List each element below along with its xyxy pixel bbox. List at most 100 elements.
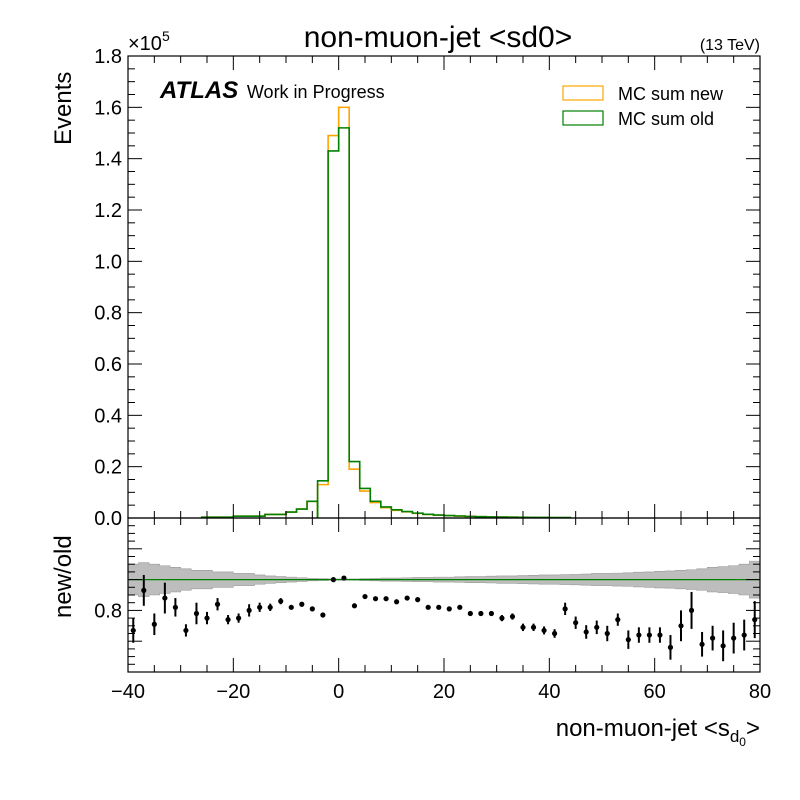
x-axis-label-sub: d [730, 727, 739, 746]
ratio-point-41 [562, 606, 568, 612]
ratio-point-16 [299, 601, 305, 607]
ratio-point-12 [257, 604, 263, 610]
x-tick-label: −40 [111, 681, 145, 703]
ratio-point-48 [636, 632, 642, 638]
legend-label-old: MC sum old [618, 109, 714, 129]
top-histograms [200, 106, 572, 518]
x-tick-label: 20 [433, 681, 455, 703]
ratio-point-27 [415, 597, 421, 603]
x-axis-label-end: > [746, 715, 760, 742]
top-y-tick-label: 1.0 [94, 251, 122, 273]
ratio-y-tick-label: 0.8 [94, 600, 122, 622]
ratio-point-8 [214, 601, 221, 607]
legend: MC sum new MC sum old [562, 84, 724, 129]
x-tick-label: 60 [644, 681, 666, 703]
hist-series-old [316, 127, 572, 518]
ratio-panel-frame [127, 517, 761, 673]
ratio-point-36 [509, 613, 516, 620]
ratio-point-18 [320, 612, 326, 618]
atlas-experiment-name: ATLAS [159, 77, 238, 104]
ratio-point-39 [541, 627, 547, 634]
ratio-point-3 [162, 595, 168, 601]
ratio-point-53 [688, 607, 695, 614]
top-y-tick-label: 1.6 [94, 97, 122, 119]
ratio-point-15 [288, 604, 294, 610]
ratio-point-49 [646, 632, 653, 638]
ratio-point-40 [552, 630, 558, 637]
top-y-tick-label: 0.8 [94, 303, 122, 325]
x-axis-label: non-muon-jet <sd0> [556, 715, 760, 749]
ratio-point-4 [172, 604, 178, 610]
ratio-point-19 [330, 577, 336, 583]
top-y-tick-label: 1.4 [94, 149, 122, 171]
x-tick-label: −20 [216, 681, 250, 703]
ratio-point-26 [404, 595, 410, 601]
ratio-point-23 [372, 596, 379, 602]
top-y-tick-label: 0.4 [94, 405, 122, 427]
legend-swatch-old [562, 110, 604, 126]
atlas-status: Work in Progress [247, 82, 385, 102]
ratio-point-25 [394, 599, 400, 605]
ratio-point-35 [499, 615, 505, 621]
top-y-tick-label: 1.8 [94, 46, 122, 68]
top-y-tick-label: 1.2 [94, 200, 122, 222]
ratio-point-58 [741, 632, 747, 638]
ratio-point-55 [710, 635, 716, 641]
atlas-label: ATLAS Work in Progress [159, 77, 385, 104]
x-axis-label-main: non-muon-jet <s [556, 715, 730, 742]
ratio-point-47 [625, 637, 631, 643]
ratio-point-28 [425, 604, 431, 610]
ratio-point-38 [530, 624, 537, 630]
ratio-y-axis-label: new/old [50, 535, 77, 618]
ratio-point-0 [130, 627, 136, 634]
ratio-point-21 [351, 603, 358, 609]
ratio-point-10 [236, 615, 242, 621]
ratio-point-24 [383, 596, 389, 602]
ratio-point-22 [362, 593, 368, 600]
ratio-point-5 [183, 627, 189, 634]
ratio-point-54 [699, 641, 705, 647]
ratio-point-37 [520, 624, 526, 630]
energy-label: (13 TeV) [700, 37, 760, 54]
y-axis-multiplier: ×105 [128, 28, 170, 55]
ratio-point-17 [309, 606, 315, 612]
ratio-point-29 [436, 604, 442, 610]
ratio-point-6 [193, 610, 200, 617]
ratio-point-13 [267, 604, 273, 610]
legend-label-new: MC sum new [618, 84, 724, 104]
y-multiplier-base: ×10 [128, 33, 162, 55]
ratio-points [130, 574, 758, 662]
top-y-axis-label: Events [50, 72, 77, 145]
ratio-point-50 [657, 632, 663, 638]
ratio-point-52 [678, 623, 684, 629]
ratio-point-7 [204, 615, 210, 621]
x-axis-label-subsub: 0 [739, 735, 746, 749]
ratio-point-20 [341, 575, 347, 581]
ratio-point-9 [225, 617, 231, 623]
top-y-tick-label: 0.6 [94, 354, 122, 376]
ratio-point-30 [446, 606, 452, 612]
legend-swatch-new [562, 85, 604, 101]
ratio-point-1 [141, 587, 147, 593]
ratio-point-43 [583, 629, 589, 635]
top-panel-ticks: 0.0 0.2 0.4 0.6 0.8 1.0 1.2 1.4 1.6 1.8 [94, 46, 761, 530]
ratio-point-34 [488, 610, 494, 617]
y-multiplier-exponent: 5 [162, 28, 170, 44]
ratio-point-44 [594, 624, 600, 630]
x-tick-label: 40 [538, 681, 560, 703]
x-tick-label: 80 [749, 681, 771, 703]
hist-series-new [316, 106, 572, 518]
chart-title: non-muon-jet <sd0> [304, 21, 573, 54]
ratio-point-57 [731, 635, 737, 641]
top-y-tick-label: 0.2 [94, 457, 122, 479]
ratio-point-51 [667, 644, 674, 650]
ratio-point-45 [604, 630, 610, 637]
ratio-point-11 [246, 607, 252, 614]
ratio-point-31 [457, 604, 463, 610]
ratio-point-42 [573, 620, 579, 626]
ratio-point-14 [278, 598, 284, 604]
x-tick-label: 0 [333, 681, 344, 703]
ratio-point-46 [615, 617, 621, 623]
top-y-tick-label: 0.0 [94, 508, 122, 530]
